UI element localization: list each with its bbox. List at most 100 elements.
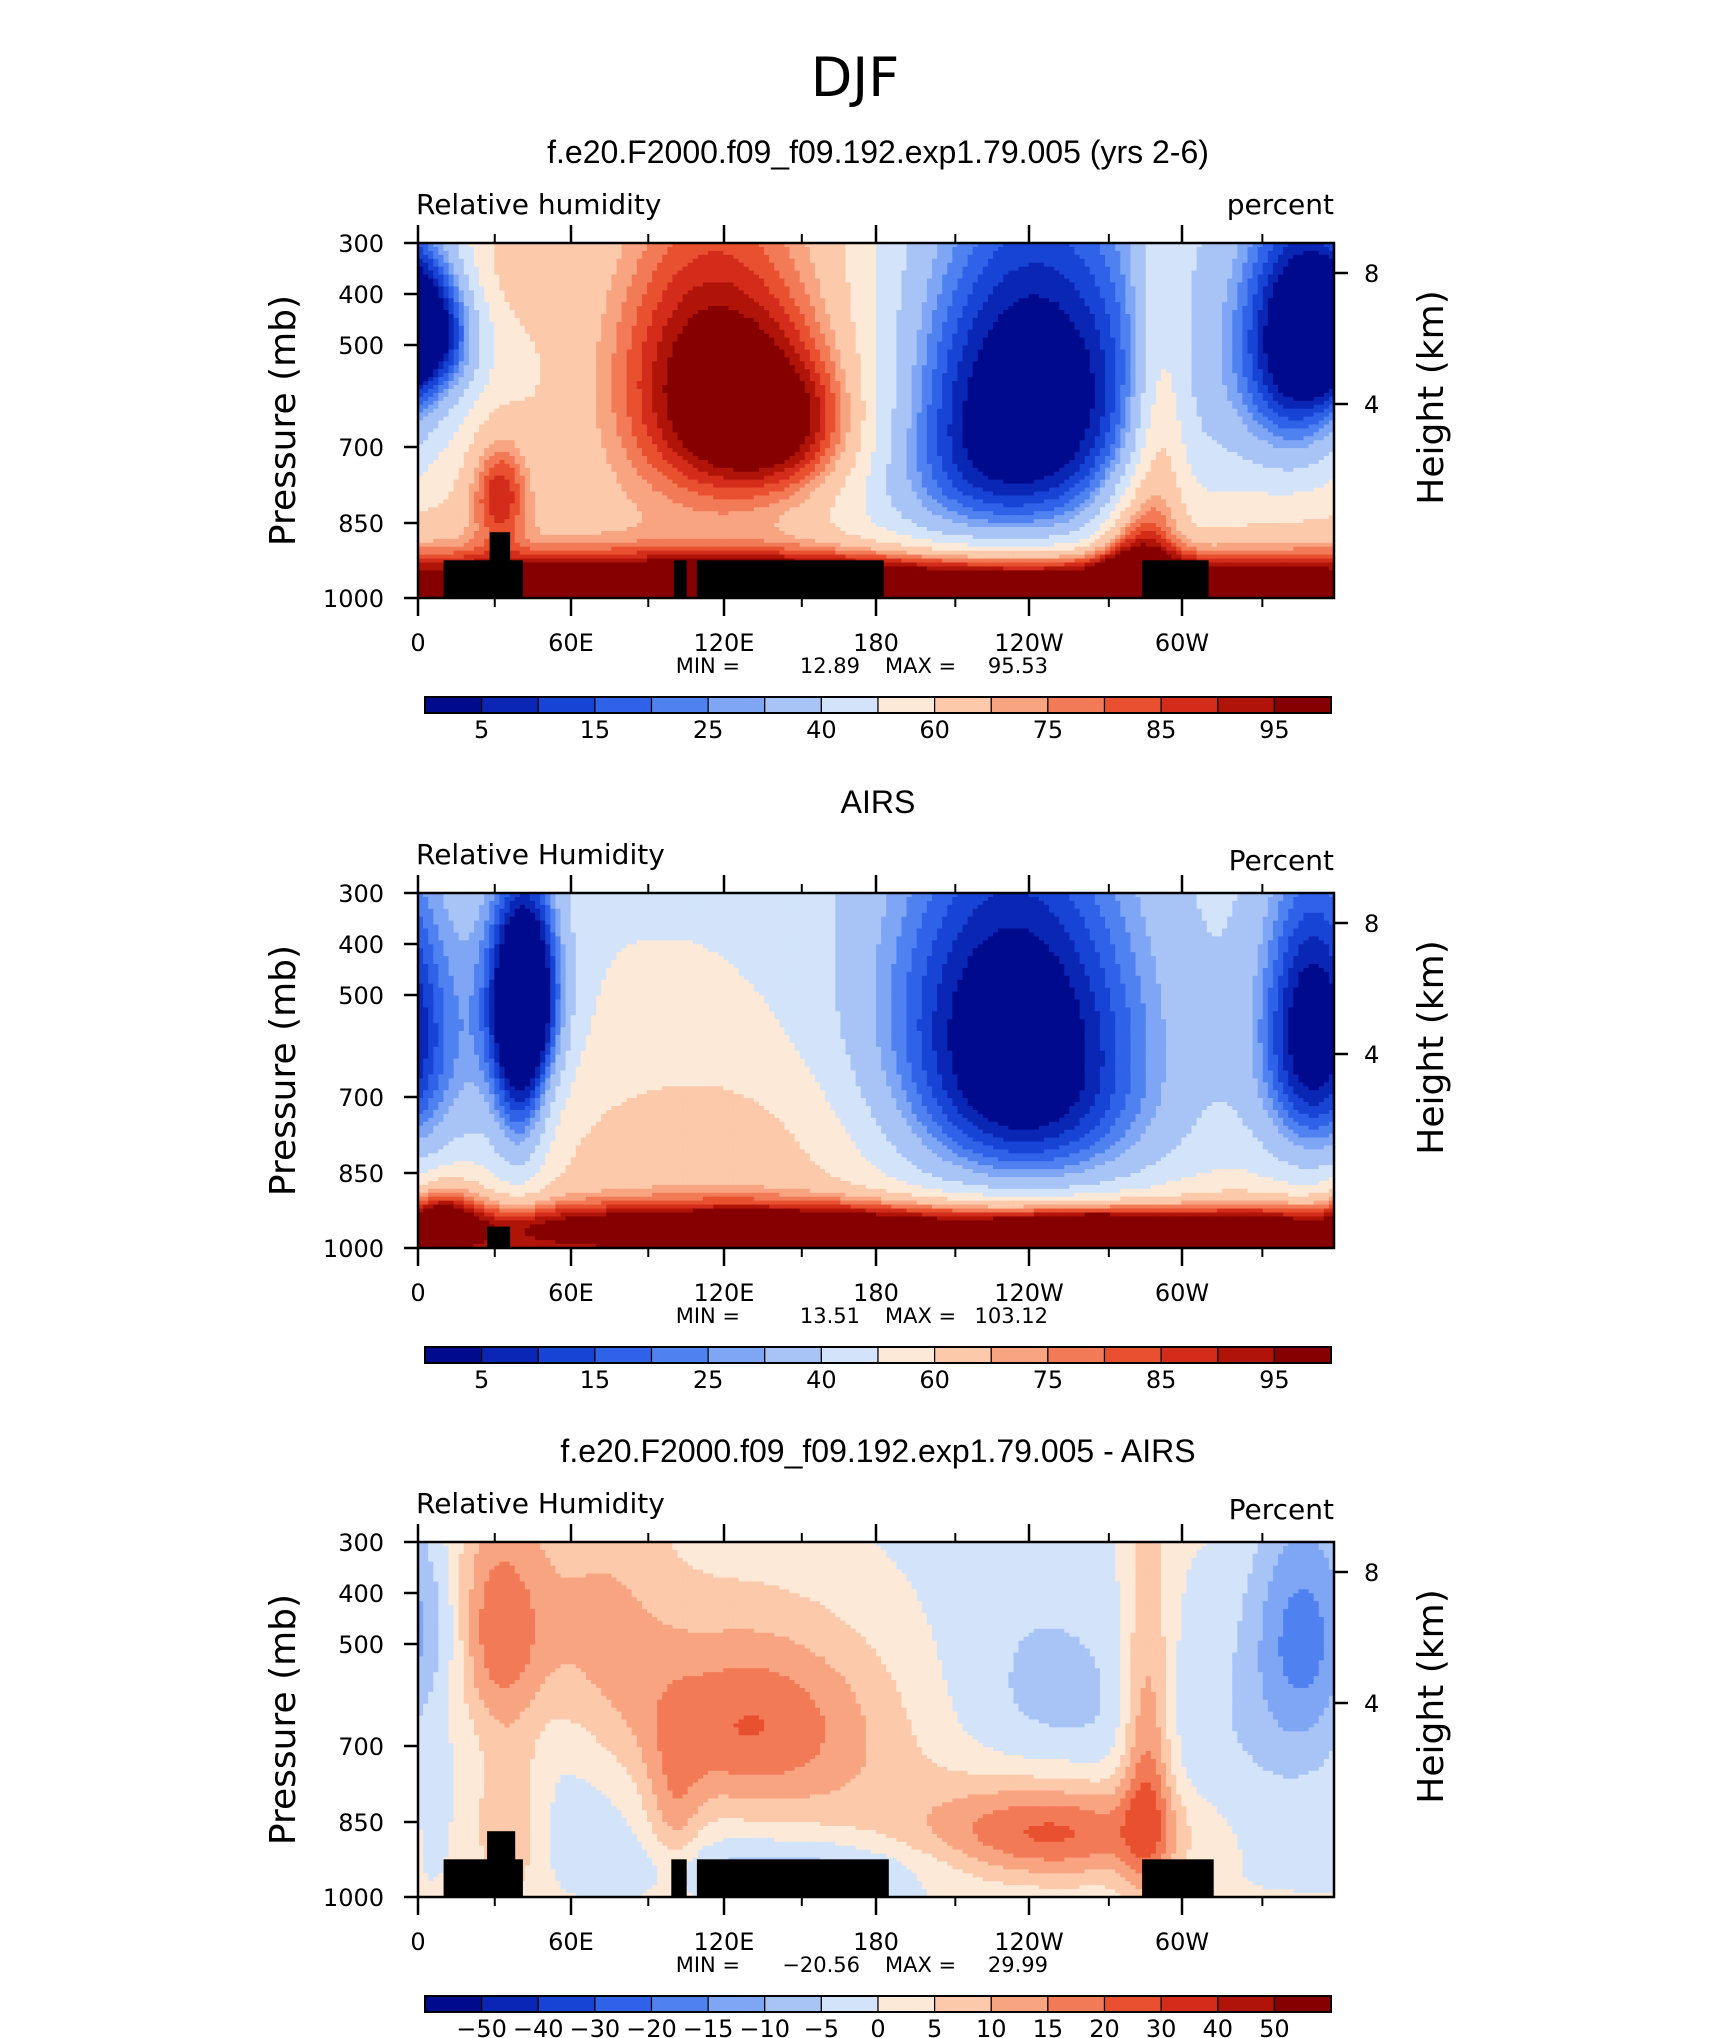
colorbar-label: 60 xyxy=(919,1366,950,1394)
x-tick-label: 120E xyxy=(694,629,755,657)
colorbar-swatch xyxy=(1160,696,1219,714)
colorbar-swatch xyxy=(1160,1346,1219,1364)
contour-field xyxy=(418,893,1335,1249)
colorbar-label: −10 xyxy=(739,2015,790,2038)
colorbar-swatch xyxy=(537,696,596,714)
y2-tick-label: 4 xyxy=(1364,391,1379,419)
y-tick-label: 700 xyxy=(338,1733,384,1761)
y-axis-label: Pressure (mb) xyxy=(263,295,304,546)
colorbar-label: 10 xyxy=(976,2015,1007,2038)
x-tick-label: 60W xyxy=(1155,1279,1209,1307)
y-tick-label: 1000 xyxy=(323,1884,384,1912)
colorbar-swatch xyxy=(1273,696,1332,714)
colorbar-swatch xyxy=(934,1995,992,2013)
colorbar-label: 0 xyxy=(870,2015,885,2038)
terrain-mask xyxy=(1142,560,1209,598)
y-tick-label: 400 xyxy=(338,1580,384,1608)
y2-tick-label: 8 xyxy=(1364,260,1379,288)
colorbar-swatch xyxy=(1217,1995,1275,2013)
x-tick-label: 60W xyxy=(1155,629,1209,657)
max-label: MAX = xyxy=(885,1953,956,1977)
terrain-mask xyxy=(487,1226,511,1248)
colorbar-label: 15 xyxy=(1033,2015,1064,2038)
colorbar-swatch xyxy=(1273,1995,1332,2013)
colorbar-label: 75 xyxy=(1033,1366,1064,1394)
colorbar-swatch xyxy=(707,696,766,714)
colorbar-label: 25 xyxy=(693,1366,724,1394)
colorbar-label: 20 xyxy=(1089,2015,1120,2038)
x-tick-label: 0 xyxy=(410,629,425,657)
x-tick-label: 120W xyxy=(994,1928,1064,1956)
x-tick-label: 120W xyxy=(994,1279,1064,1307)
y-tick-label: 400 xyxy=(338,281,384,309)
x-tick-label: 60W xyxy=(1155,1928,1209,1956)
colorbar-label: 50 xyxy=(1259,2015,1290,2038)
y-tick-label: 850 xyxy=(338,1160,384,1188)
colorbar-label: −5 xyxy=(804,2015,839,2038)
contour-field xyxy=(418,1542,1335,1898)
x-tick-label: 120E xyxy=(694,1279,755,1307)
x-tick-label: 0 xyxy=(410,1279,425,1307)
left-label: Relative Humidity xyxy=(416,1487,665,1520)
colorbar-swatch xyxy=(1103,696,1162,714)
terrain-mask xyxy=(443,560,523,598)
y-tick-label: 500 xyxy=(338,332,384,360)
right-label: Percent xyxy=(1229,844,1334,877)
colorbar-swatch xyxy=(650,1995,709,2013)
colorbar: −50 −40 −30 −20 −15 −10 −5 0 5 10 15 20 30 40 50 xyxy=(424,1995,1332,2038)
colorbar: 5 15 25 40 60 75 85 95 xyxy=(424,1346,1332,1394)
x-tick-label: 120E xyxy=(694,1928,755,1956)
colorbar-swatch xyxy=(1217,696,1275,714)
colorbar-swatch xyxy=(1160,1995,1219,2013)
min-label: MIN = xyxy=(676,1304,740,1328)
y-tick-label: 300 xyxy=(338,1529,384,1557)
terrain-mask xyxy=(696,560,884,598)
colorbar-swatch xyxy=(990,1995,1049,2013)
colorbar-swatch xyxy=(934,1346,992,1364)
right-label: percent xyxy=(1227,188,1334,221)
y-tick-label: 700 xyxy=(338,434,384,462)
colorbar-swatch xyxy=(877,1995,936,2013)
y-tick-label: 400 xyxy=(338,931,384,959)
y-axis-label: Pressure (mb) xyxy=(263,1594,304,1845)
colorbar-swatch xyxy=(537,1346,596,1364)
colorbar-swatch xyxy=(424,1346,483,1364)
x-tick-label: 180 xyxy=(853,629,899,657)
x-tick-label: 120W xyxy=(994,629,1064,657)
colorbar-swatch xyxy=(707,1346,766,1364)
colorbar-label: 85 xyxy=(1146,716,1177,744)
x-tick-label: 180 xyxy=(853,1279,899,1307)
y2-axis-label: Height (km) xyxy=(1411,290,1452,504)
y2-tick-label: 4 xyxy=(1364,1690,1379,1718)
y-tick-label: 300 xyxy=(338,880,384,908)
x-tick-label: 60E xyxy=(548,1928,594,1956)
colorbar-label: 15 xyxy=(580,716,611,744)
colorbar-swatch xyxy=(1047,1346,1106,1364)
colorbar-swatch xyxy=(424,696,483,714)
y-tick-label: 500 xyxy=(338,982,384,1010)
terrain-mask xyxy=(671,1859,687,1897)
colorbar-swatch xyxy=(1047,696,1106,714)
colorbar-label: 60 xyxy=(919,716,950,744)
panel-3: f.e20.F2000.f09_f09.192.exp1.79.005 - AI… xyxy=(263,1433,1452,2038)
colorbar-swatch xyxy=(594,1346,653,1364)
max-label: MAX = xyxy=(885,654,956,678)
colorbar-swatch xyxy=(1273,1346,1332,1364)
colorbar-swatch xyxy=(1047,1995,1106,2013)
colorbar-swatch xyxy=(820,1995,879,2013)
x-tick-label: 180 xyxy=(853,1928,899,1956)
y-tick-label: 500 xyxy=(338,1631,384,1659)
colorbar-swatch xyxy=(877,1346,936,1364)
panel-title: f.e20.F2000.f09_f09.192.exp1.79.005 - AI… xyxy=(560,1433,1195,1469)
left-label: Relative humidity xyxy=(416,188,661,221)
max-label: MAX = xyxy=(885,1304,956,1328)
colorbar-label: 30 xyxy=(1146,2015,1177,2038)
y2-tick-label: 4 xyxy=(1364,1041,1379,1069)
terrain-mask xyxy=(489,532,511,598)
max-value: 95.53 xyxy=(988,654,1048,678)
colorbar-swatch xyxy=(820,1346,879,1364)
colorbar-swatch xyxy=(650,1346,709,1364)
max-value: 29.99 xyxy=(988,1953,1048,1977)
y-tick-label: 850 xyxy=(338,510,384,538)
